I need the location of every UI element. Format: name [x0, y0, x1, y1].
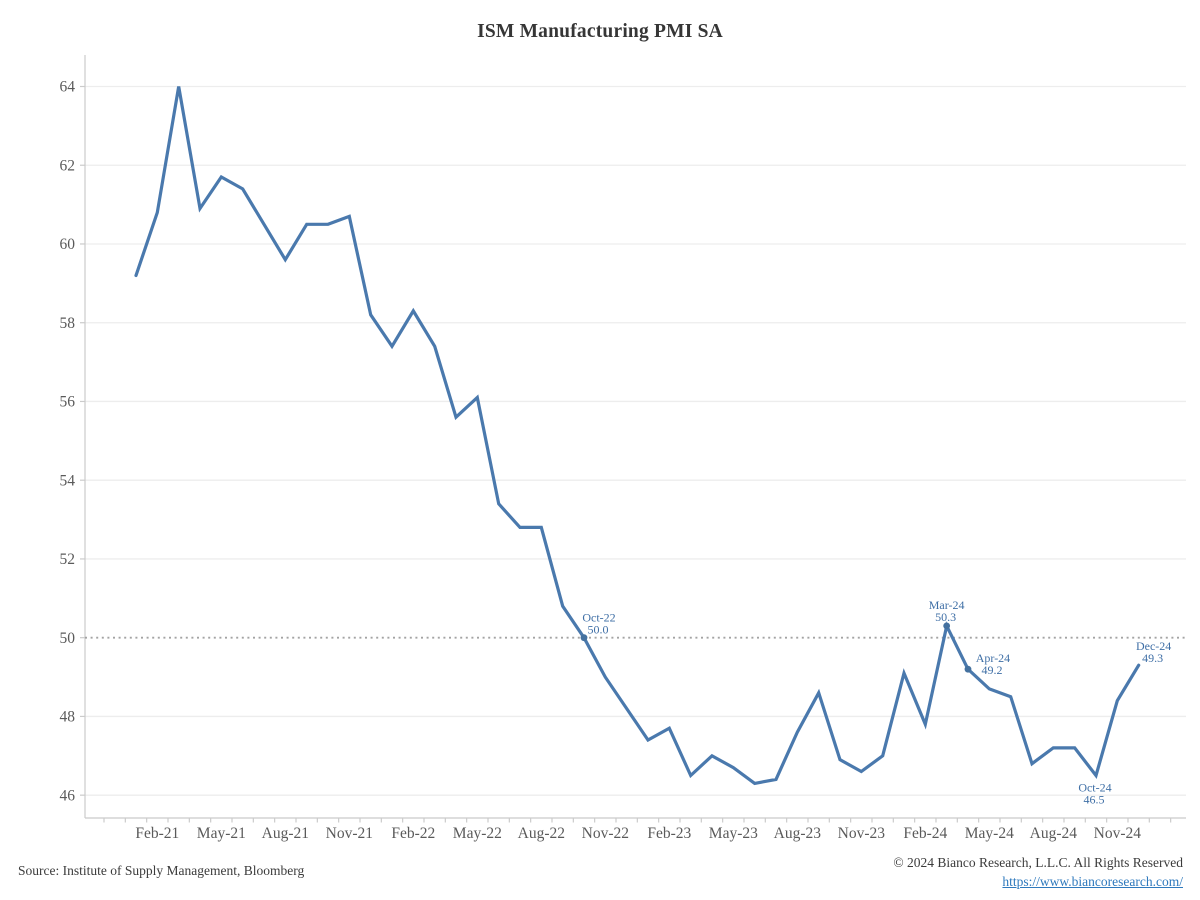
x-tick-label: Nov-22	[582, 825, 629, 842]
annotation-dot	[580, 634, 588, 642]
ism-pmi-line-chart: ISM Manufacturing PMI SA 46 48 50 52 54 56 58 6…	[60, 21, 1186, 842]
x-tick-label: Aug-22	[518, 825, 565, 842]
annotation-value-label: 50.0	[587, 623, 608, 637]
x-tick-label: Nov-24	[1094, 825, 1142, 842]
annotation-dot	[943, 622, 951, 630]
x-tick-label: Feb-24	[903, 825, 947, 842]
x-tick-label: Aug-24	[1030, 825, 1078, 842]
website-link[interactable]: https://www.biancoresearch.com/	[1002, 874, 1183, 889]
y-tick-label: 48	[60, 709, 76, 726]
x-tick-label: Feb-23	[647, 825, 691, 842]
annotation-date-label: Mar-24	[929, 598, 965, 612]
x-tick-label: Nov-21	[326, 825, 373, 842]
y-tick-label: 60	[60, 236, 76, 253]
x-tick-label: May-23	[709, 825, 758, 842]
y-tick-label: 46	[60, 787, 76, 804]
annotation-value-label: 49.2	[981, 663, 1002, 677]
pmi-series-line	[134, 86, 1141, 786]
annotation-date-label: Apr-24	[976, 651, 1010, 665]
x-tick-label: Feb-21	[135, 825, 179, 842]
y-tick-label: 64	[60, 79, 76, 96]
annotation-dot	[964, 665, 972, 673]
source-note: Source: Institute of Supply Management, …	[18, 863, 305, 878]
x-tick-label: Feb-22	[391, 825, 435, 842]
y-tick-label: 58	[60, 315, 76, 332]
x-tick-label: Aug-21	[262, 825, 309, 842]
copyright-text: © 2024 Bianco Research, L.L.C. All Right…	[893, 855, 1183, 870]
y-tick-label: 52	[60, 551, 76, 568]
y-tick-label: 56	[60, 394, 76, 411]
plot-area: 46 48 50 52 54 56 58 60 62 64 Feb-21 May-21 Aug-21 No…	[60, 55, 1186, 842]
annotation-value-label: 46.5	[1083, 792, 1104, 806]
chart-title: ISM Manufacturing PMI SA	[477, 21, 723, 42]
x-tick-label: May-22	[453, 825, 502, 842]
annotation-date-label: Dec-24	[1136, 639, 1171, 653]
annotation-date-label: Oct-24	[1078, 780, 1111, 794]
annotation-value-label: 50.3	[935, 610, 956, 624]
y-tick-label: 62	[60, 157, 76, 174]
x-tick-label: Nov-23	[838, 825, 886, 842]
annotation-value-label: 49.3	[1142, 651, 1163, 665]
footer-right-block: © 2024 Bianco Research, L.L.C. All Right…	[893, 853, 1183, 891]
x-tick-label: May-21	[197, 825, 246, 842]
y-tick-label: 50	[60, 630, 76, 647]
annotation-date-label: Oct-22	[582, 611, 615, 625]
x-tick-label: May-24	[965, 825, 1014, 842]
y-tick-label: 54	[60, 472, 76, 489]
x-tick-label: Aug-23	[774, 825, 822, 842]
